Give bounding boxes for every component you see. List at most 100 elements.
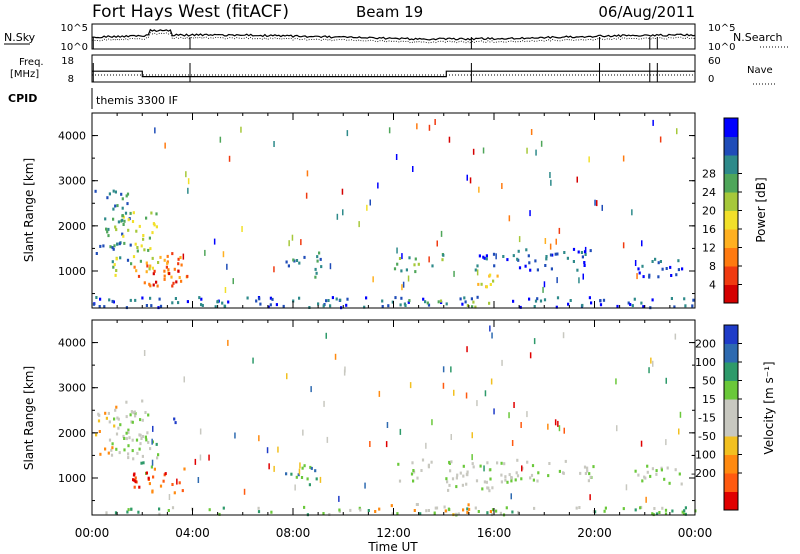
heatmap-cell bbox=[495, 509, 498, 513]
heatmap-cell bbox=[295, 259, 299, 262]
heatmap-cell bbox=[131, 220, 135, 223]
heatmap-cell bbox=[143, 248, 146, 252]
heatmap-cell bbox=[679, 411, 682, 418]
heatmap-cell bbox=[443, 505, 446, 509]
heatmap-cell bbox=[97, 419, 101, 423]
heatmap-cell bbox=[305, 192, 308, 199]
heatmap-cell bbox=[684, 506, 687, 510]
heatmap-cell bbox=[102, 244, 105, 248]
heatmap-cell bbox=[241, 226, 243, 232]
heatmap-cell bbox=[491, 486, 494, 490]
heatmap-cell bbox=[143, 350, 146, 356]
heatmap-cell bbox=[286, 373, 288, 380]
heatmap-cell bbox=[298, 468, 301, 475]
heatmap-cell bbox=[228, 155, 231, 162]
heatmap-cell bbox=[346, 297, 349, 301]
heatmap-cell bbox=[580, 251, 583, 254]
heatmap-cell bbox=[148, 282, 151, 286]
heatmap-cell bbox=[103, 305, 106, 309]
heatmap-cell bbox=[521, 465, 523, 472]
heatmap-cell bbox=[197, 477, 200, 483]
heatmap-cell bbox=[134, 242, 137, 246]
heatmap-cell bbox=[267, 305, 270, 309]
heatmap-cell bbox=[536, 479, 539, 483]
heatmap-cell bbox=[671, 509, 674, 513]
heatmap-cell bbox=[692, 298, 695, 302]
heatmap-cell bbox=[133, 265, 136, 269]
heatmap-cell bbox=[436, 240, 438, 247]
colorbar-tick-label: 100 bbox=[695, 356, 716, 369]
heatmap-cell bbox=[474, 506, 477, 510]
heatmap-cell bbox=[640, 440, 643, 447]
freq-series bbox=[92, 70, 695, 78]
heatmap-cell bbox=[636, 273, 638, 280]
heatmap-cell bbox=[515, 471, 518, 475]
heatmap-cell bbox=[338, 508, 341, 512]
heatmap-cell bbox=[634, 469, 637, 473]
heatmap-cell bbox=[145, 216, 148, 220]
heatmap-cell bbox=[575, 506, 578, 510]
heatmap-cell bbox=[341, 188, 344, 195]
heatmap-cell bbox=[414, 270, 417, 274]
heatmap-cell bbox=[562, 471, 565, 475]
heatmap-cell bbox=[127, 508, 130, 512]
heatmap-cell bbox=[426, 301, 429, 305]
heatmap-cell bbox=[501, 359, 503, 366]
heatmap-cell bbox=[132, 478, 135, 482]
heatmap-cell bbox=[127, 430, 130, 434]
heatmap-cell bbox=[651, 260, 654, 263]
heatmap-cell bbox=[627, 301, 630, 305]
heatmap-cell bbox=[408, 256, 411, 260]
heatmap-cell bbox=[520, 477, 523, 481]
heatmap-cell bbox=[258, 435, 260, 442]
heatmap-cell bbox=[303, 255, 306, 259]
heatmap-cell bbox=[681, 510, 684, 514]
heatmap-cell bbox=[338, 495, 340, 502]
heatmap-cell bbox=[616, 425, 618, 432]
heatmap-cell bbox=[147, 413, 150, 417]
heatmap-cell bbox=[529, 268, 532, 272]
heatmap-cell bbox=[641, 264, 644, 268]
heatmap-cell bbox=[126, 202, 129, 206]
heatmap-cell bbox=[680, 482, 683, 486]
heatmap-cell bbox=[246, 296, 249, 300]
heatmap-cell bbox=[105, 416, 108, 420]
heatmap-cell bbox=[322, 304, 325, 308]
heatmap-cell bbox=[295, 475, 298, 479]
heatmap-cell bbox=[123, 219, 126, 223]
heatmap-cell bbox=[118, 451, 121, 455]
heatmap-cell bbox=[450, 366, 452, 373]
heatmap-cell bbox=[175, 280, 178, 284]
heatmap-cell bbox=[399, 303, 402, 307]
heatmap-cell bbox=[257, 510, 261, 514]
heatmap-cell bbox=[558, 469, 561, 473]
heatmap-cell bbox=[489, 468, 492, 472]
heatmap-cell bbox=[536, 297, 539, 301]
noise-left-tick-top: 10^5 bbox=[61, 23, 88, 34]
heatmap-cell bbox=[510, 493, 512, 500]
heatmap-cell bbox=[540, 140, 543, 147]
heatmap-cell bbox=[409, 382, 412, 389]
heatmap-cell bbox=[137, 510, 140, 514]
heatmap-cell bbox=[180, 279, 183, 283]
heatmap-cell bbox=[98, 305, 101, 308]
heatmap-cell bbox=[602, 298, 606, 302]
heatmap-cell bbox=[285, 472, 288, 476]
heatmap-cell bbox=[114, 225, 117, 229]
heatmap-cell bbox=[590, 301, 593, 305]
heatmap-cell bbox=[483, 256, 486, 260]
heatmap-cell bbox=[482, 255, 485, 259]
heatmap-cell bbox=[412, 166, 414, 172]
heatmap-cell bbox=[653, 507, 656, 510]
heatmap-cell bbox=[592, 510, 595, 513]
heatmap-cell bbox=[155, 280, 158, 284]
heatmap-cell bbox=[453, 270, 455, 277]
heatmap-cell bbox=[142, 461, 145, 465]
heatmap-cell bbox=[516, 257, 519, 261]
heatmap-cell bbox=[404, 304, 407, 307]
heatmap-cell bbox=[213, 238, 216, 245]
heatmap-cell bbox=[134, 476, 137, 480]
heatmap-cell bbox=[325, 332, 327, 339]
freq-right-tick-bottom: 0 bbox=[708, 74, 714, 85]
